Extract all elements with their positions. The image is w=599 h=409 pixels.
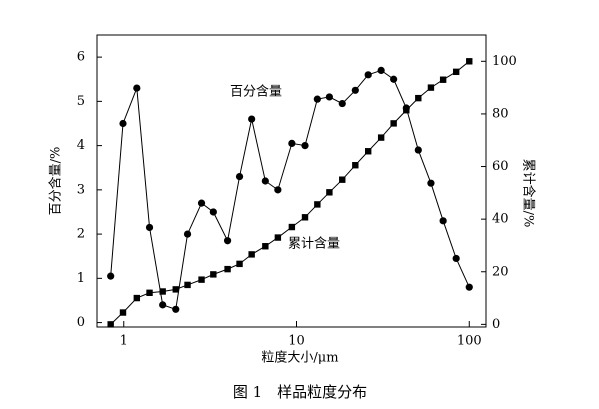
- marker: [314, 201, 321, 208]
- marker: [351, 86, 359, 94]
- marker: [338, 99, 346, 108]
- marker: [184, 281, 191, 289]
- y2-tick-label: 60: [492, 159, 509, 174]
- marker: [377, 134, 385, 141]
- marker: [172, 286, 179, 293]
- marker: [364, 148, 372, 155]
- marker: [390, 120, 397, 127]
- y-axis-label: 百分含量/%: [48, 147, 64, 216]
- x-axis-label: 粒度大小/μm: [261, 350, 338, 366]
- marker: [352, 162, 359, 169]
- marker: [301, 142, 309, 150]
- series-line: [110, 69, 470, 310]
- marker: [107, 272, 115, 280]
- y2-tick-label: 80: [492, 106, 509, 121]
- marker: [172, 305, 180, 313]
- marker: [301, 214, 309, 221]
- marker: [390, 75, 398, 83]
- y-tick-label: 1: [77, 271, 85, 286]
- marker: [248, 115, 256, 123]
- marker: [198, 276, 205, 283]
- marker: [248, 251, 255, 258]
- marker: [326, 189, 333, 196]
- y-tick-label: 4: [77, 138, 85, 153]
- y2-tick-label: 40: [492, 212, 509, 227]
- marker: [364, 71, 372, 79]
- marker: [288, 223, 296, 231]
- marker: [414, 146, 422, 154]
- marker: [452, 68, 460, 76]
- y-tick-label: 3: [77, 182, 85, 197]
- marker: [288, 139, 296, 147]
- marker: [427, 179, 435, 187]
- y-tick-label: 6: [77, 50, 85, 65]
- marker: [210, 271, 217, 278]
- marker: [439, 217, 447, 225]
- marker: [452, 254, 460, 263]
- marker: [133, 84, 141, 92]
- y2-tick-label: 0: [492, 317, 500, 332]
- y-tick-label: 2: [77, 227, 85, 242]
- y2-tick-label: 20: [492, 264, 509, 279]
- marker: [119, 309, 127, 316]
- marker: [415, 94, 422, 102]
- marker: [339, 176, 346, 183]
- x-tick-label: 100: [457, 334, 482, 349]
- series-annotation: 累计含量: [288, 236, 340, 252]
- marker: [466, 58, 473, 65]
- marker: [107, 321, 114, 328]
- marker: [224, 265, 231, 273]
- series-annotation: 百分含量: [230, 84, 282, 100]
- y2-axis-label: 累计含量/%: [521, 159, 537, 228]
- x-tick-label: 10: [288, 334, 305, 349]
- caption: 图 1 样品粒度分布: [233, 383, 367, 401]
- marker: [439, 76, 447, 83]
- y2-tick-label: 100: [492, 54, 517, 69]
- x-tick-label: 1: [120, 334, 128, 349]
- marker: [262, 243, 269, 250]
- plot-frame: [96, 34, 487, 328]
- marker: [183, 230, 192, 238]
- marker: [119, 119, 127, 128]
- marker: [465, 283, 473, 291]
- marker: [274, 186, 282, 194]
- marker: [427, 84, 435, 91]
- marker: [159, 301, 167, 309]
- y-tick-label: 0: [77, 315, 85, 330]
- marker: [159, 288, 166, 295]
- marker: [133, 294, 141, 302]
- marker: [197, 199, 206, 207]
- marker: [235, 172, 244, 181]
- marker: [325, 93, 333, 101]
- marker: [146, 289, 153, 297]
- marker: [236, 260, 243, 268]
- y-tick-label: 5: [77, 94, 85, 109]
- marker: [403, 107, 410, 114]
- marker: [377, 66, 385, 74]
- marker: [209, 208, 217, 216]
- marker: [223, 237, 232, 245]
- marker: [261, 177, 269, 185]
- marker: [274, 234, 282, 241]
- marker: [145, 223, 154, 232]
- marker: [313, 95, 321, 103]
